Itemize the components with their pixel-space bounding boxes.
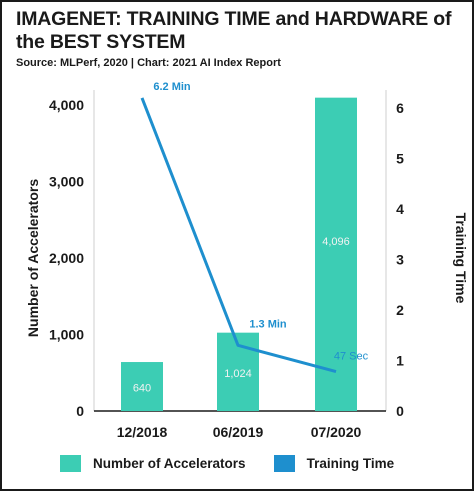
line-value-label: 6.2 Min bbox=[153, 81, 191, 93]
y-tick-label: 1,000 bbox=[49, 327, 84, 343]
x-tick-label: 07/2020 bbox=[311, 424, 362, 440]
series-line-training-time bbox=[140, 97, 337, 374]
legend-label-accelerators: Number of Accelerators bbox=[93, 456, 246, 471]
x-tick-label: 06/2019 bbox=[213, 424, 264, 440]
y-tick-label: 3,000 bbox=[49, 174, 84, 190]
legend-swatch-training-time bbox=[273, 455, 295, 472]
y-axis-title: Number of Accelerators bbox=[25, 179, 41, 337]
bar-value-label: 1,024 bbox=[224, 368, 252, 380]
bar-value-label: 640 bbox=[133, 383, 151, 395]
y2-tick-label: 1 bbox=[396, 353, 404, 369]
y2-tick-label: 2 bbox=[396, 302, 404, 318]
bar-accelerators bbox=[315, 97, 357, 411]
y2-tick-label: 0 bbox=[396, 403, 404, 419]
y2-tick-label: 3 bbox=[396, 252, 404, 268]
y2-tick-label: 4 bbox=[396, 201, 404, 217]
y-tick-label: 2,000 bbox=[49, 250, 84, 266]
legend-label-training-time: Training Time bbox=[306, 456, 395, 471]
y-tick-label: 4,000 bbox=[49, 97, 84, 113]
chart-title: IMAGENET: TRAINING TIME and HARDWARE of … bbox=[16, 8, 452, 53]
legend-item-training-time: Training Time bbox=[273, 455, 395, 472]
bar-accelerators bbox=[121, 362, 163, 411]
legend-swatch-accelerators bbox=[60, 455, 81, 472]
x-tick-label: 12/2018 bbox=[117, 424, 168, 440]
y2-tick-label: 6 bbox=[396, 100, 404, 116]
legend-item-accelerators: Number of Accelerators bbox=[60, 455, 246, 472]
bar-value-label: 4,096 bbox=[322, 236, 350, 248]
chart-source: Source: MLPerf, 2020 | Chart: 2021 AI In… bbox=[16, 57, 281, 69]
y2-axis-title: Training Time bbox=[453, 213, 469, 304]
y2-tick-label: 5 bbox=[396, 151, 404, 167]
chart-legend: Number of Accelerators Training Time bbox=[60, 455, 422, 472]
y-tick-label: 0 bbox=[76, 403, 84, 419]
line-value-label: 1.3 Min bbox=[249, 318, 287, 330]
line-value-label: 47 Sec bbox=[334, 351, 369, 363]
